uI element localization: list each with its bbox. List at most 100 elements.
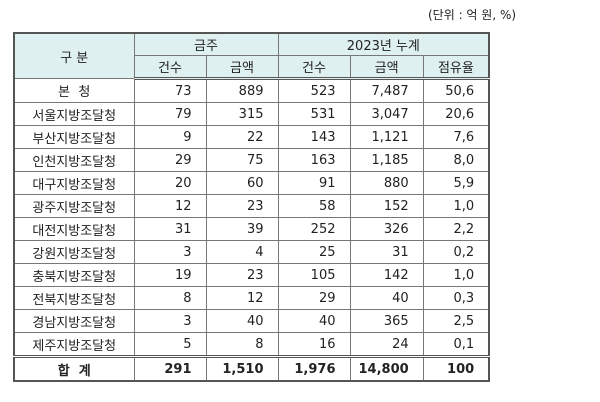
cell-s: 100 bbox=[422, 355, 490, 382]
header-amount: 금액 bbox=[205, 55, 279, 80]
cell-a1: 1,510 bbox=[205, 355, 279, 382]
cell-c1: 73 bbox=[133, 78, 207, 103]
header-category: 구 분 bbox=[13, 32, 135, 79]
unit-note: (단위 : 억 원, %) bbox=[428, 8, 517, 22]
header-this-week: 금주 bbox=[133, 32, 279, 56]
cell-a2: 326 bbox=[349, 217, 424, 241]
cell-a1: 39 bbox=[205, 217, 279, 241]
row-label: 광주지방조달청 bbox=[13, 194, 135, 218]
table-row: 충북지방조달청 19 23 105 142 1,0 bbox=[13, 263, 490, 287]
table-row: 대구지방조달청 20 60 91 880 5,9 bbox=[13, 171, 490, 195]
table-row: 강원지방조달청 3 4 25 31 0,2 bbox=[13, 240, 490, 264]
table-row: 부산지방조달청 9 22 143 1,121 7,6 bbox=[13, 125, 490, 149]
cell-s: 0,2 bbox=[422, 240, 490, 264]
row-label: 강원지방조달청 bbox=[13, 240, 135, 264]
cell-a1: 23 bbox=[205, 263, 279, 287]
row-label: 인천지방조달청 bbox=[13, 148, 135, 172]
cell-c1: 5 bbox=[133, 332, 207, 357]
cell-s: 2,5 bbox=[422, 309, 490, 333]
cell-c2: 143 bbox=[277, 125, 351, 149]
cell-a2: 1,185 bbox=[349, 148, 424, 172]
cell-a2: 24 bbox=[349, 332, 424, 357]
cell-c1: 31 bbox=[133, 217, 207, 241]
procurement-table: 구 분 금주 2023년 누계 건수 금액 건수 금액 점유율 본 청 73 889… bbox=[13, 32, 491, 382]
row-label: 충북지방조달청 bbox=[13, 263, 135, 287]
cell-c2: 29 bbox=[277, 286, 351, 310]
cell-s: 5,9 bbox=[422, 171, 490, 195]
cell-s: 50,6 bbox=[422, 78, 490, 103]
cell-a1: 12 bbox=[205, 286, 279, 310]
cell-a1: 315 bbox=[205, 102, 279, 126]
cell-a2: 40 bbox=[349, 286, 424, 310]
row-label: 경남지방조달청 bbox=[13, 309, 135, 333]
cell-c1: 20 bbox=[133, 171, 207, 195]
cell-c1: 3 bbox=[133, 309, 207, 333]
row-label: 제주지방조달청 bbox=[13, 332, 135, 357]
table-row: 광주지방조달청 12 23 58 152 1,0 bbox=[13, 194, 490, 218]
cell-c2: 91 bbox=[277, 171, 351, 195]
cell-c2: 105 bbox=[277, 263, 351, 287]
cell-a2: 1,121 bbox=[349, 125, 424, 149]
cell-c1: 8 bbox=[133, 286, 207, 310]
cell-a2: 880 bbox=[349, 171, 424, 195]
cell-c2: 25 bbox=[277, 240, 351, 264]
row-label: 부산지방조달청 bbox=[13, 125, 135, 149]
cell-a1: 8 bbox=[205, 332, 279, 357]
cell-c2: 163 bbox=[277, 148, 351, 172]
row-label: 본 청 bbox=[13, 78, 135, 103]
cell-a2: 152 bbox=[349, 194, 424, 218]
cell-c1: 12 bbox=[133, 194, 207, 218]
cell-s: 0,1 bbox=[422, 332, 490, 357]
cell-a1: 889 bbox=[205, 78, 279, 103]
table-row: 본 청 73 889 523 7,487 50,6 bbox=[13, 78, 490, 103]
total-row: 합 계 291 1,510 1,976 14,800 100 bbox=[13, 355, 490, 382]
cell-c2: 523 bbox=[277, 78, 351, 103]
table-row: 전북지방조달청 8 12 29 40 0,3 bbox=[13, 286, 490, 310]
header-amount: 금액 bbox=[349, 55, 424, 80]
cell-s: 20,6 bbox=[422, 102, 490, 126]
cell-a1: 40 bbox=[205, 309, 279, 333]
cell-a2: 31 bbox=[349, 240, 424, 264]
cell-s: 0,3 bbox=[422, 286, 490, 310]
cell-c2: 40 bbox=[277, 309, 351, 333]
cell-a2: 142 bbox=[349, 263, 424, 287]
cell-s: 8,0 bbox=[422, 148, 490, 172]
cell-s: 2,2 bbox=[422, 217, 490, 241]
cell-c2: 252 bbox=[277, 217, 351, 241]
cell-a1: 75 bbox=[205, 148, 279, 172]
cell-c2: 1,976 bbox=[277, 355, 351, 382]
cell-s: 1,0 bbox=[422, 194, 490, 218]
row-label: 전북지방조달청 bbox=[13, 286, 135, 310]
table-row: 서울지방조달청 79 315 531 3,047 20,6 bbox=[13, 102, 490, 126]
cell-c1: 79 bbox=[133, 102, 207, 126]
cell-a1: 60 bbox=[205, 171, 279, 195]
cell-a2: 7,487 bbox=[349, 78, 424, 103]
header-count: 건수 bbox=[133, 55, 207, 80]
table-row: 경남지방조달청 3 40 40 365 2,5 bbox=[13, 309, 490, 333]
header-count: 건수 bbox=[277, 55, 351, 80]
cell-a1: 22 bbox=[205, 125, 279, 149]
cell-c2: 16 bbox=[277, 332, 351, 357]
header-share: 점유율 bbox=[422, 55, 490, 80]
cell-c1: 3 bbox=[133, 240, 207, 264]
cell-c1: 29 bbox=[133, 148, 207, 172]
table-row: 인천지방조달청 29 75 163 1,185 8,0 bbox=[13, 148, 490, 172]
cell-c1: 9 bbox=[133, 125, 207, 149]
table-row: 제주지방조달청 5 8 16 24 0,1 bbox=[13, 332, 490, 357]
row-label: 대구지방조달청 bbox=[13, 171, 135, 195]
cell-a2: 365 bbox=[349, 309, 424, 333]
cell-s: 1,0 bbox=[422, 263, 490, 287]
cell-s: 7,6 bbox=[422, 125, 490, 149]
cell-a1: 4 bbox=[205, 240, 279, 264]
row-label: 서울지방조달청 bbox=[13, 102, 135, 126]
cell-c2: 531 bbox=[277, 102, 351, 126]
cell-a2: 3,047 bbox=[349, 102, 424, 126]
cell-a1: 23 bbox=[205, 194, 279, 218]
cell-a2: 14,800 bbox=[349, 355, 424, 382]
cell-c1: 291 bbox=[133, 355, 207, 382]
cell-c1: 19 bbox=[133, 263, 207, 287]
table-row: 대전지방조달청 31 39 252 326 2,2 bbox=[13, 217, 490, 241]
row-label: 합 계 bbox=[13, 355, 135, 382]
row-label: 대전지방조달청 bbox=[13, 217, 135, 241]
header-cumulative: 2023년 누계 bbox=[277, 32, 490, 56]
